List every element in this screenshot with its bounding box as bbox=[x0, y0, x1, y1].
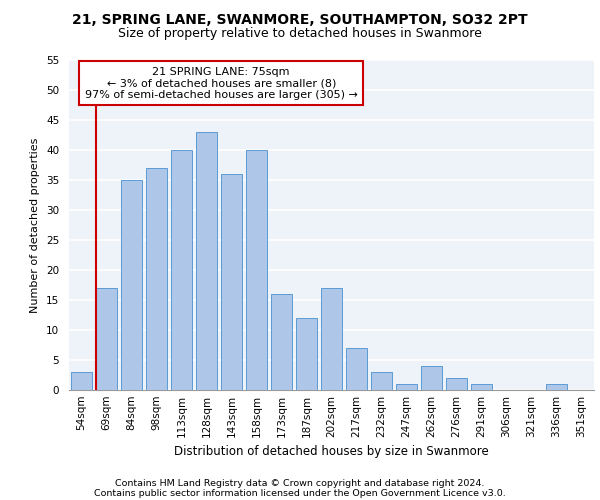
Text: 21 SPRING LANE: 75sqm
← 3% of detached houses are smaller (8)
97% of semi-detach: 21 SPRING LANE: 75sqm ← 3% of detached h… bbox=[85, 66, 358, 100]
Bar bbox=[346, 348, 367, 390]
Bar bbox=[271, 294, 292, 390]
Bar bbox=[171, 150, 192, 390]
Text: Contains public sector information licensed under the Open Government Licence v3: Contains public sector information licen… bbox=[94, 488, 506, 498]
Bar bbox=[421, 366, 442, 390]
Y-axis label: Number of detached properties: Number of detached properties bbox=[31, 138, 40, 312]
Bar bbox=[121, 180, 142, 390]
Bar bbox=[446, 378, 467, 390]
X-axis label: Distribution of detached houses by size in Swanmore: Distribution of detached houses by size … bbox=[174, 446, 489, 458]
Bar bbox=[246, 150, 267, 390]
Bar bbox=[221, 174, 242, 390]
Bar bbox=[71, 372, 92, 390]
Bar bbox=[396, 384, 417, 390]
Bar bbox=[146, 168, 167, 390]
Bar bbox=[96, 288, 117, 390]
Bar bbox=[546, 384, 567, 390]
Bar bbox=[471, 384, 492, 390]
Text: 21, SPRING LANE, SWANMORE, SOUTHAMPTON, SO32 2PT: 21, SPRING LANE, SWANMORE, SOUTHAMPTON, … bbox=[72, 12, 528, 26]
Bar bbox=[321, 288, 342, 390]
Text: Size of property relative to detached houses in Swanmore: Size of property relative to detached ho… bbox=[118, 28, 482, 40]
Bar bbox=[296, 318, 317, 390]
Bar bbox=[196, 132, 217, 390]
Text: Contains HM Land Registry data © Crown copyright and database right 2024.: Contains HM Land Registry data © Crown c… bbox=[115, 478, 485, 488]
Bar bbox=[371, 372, 392, 390]
